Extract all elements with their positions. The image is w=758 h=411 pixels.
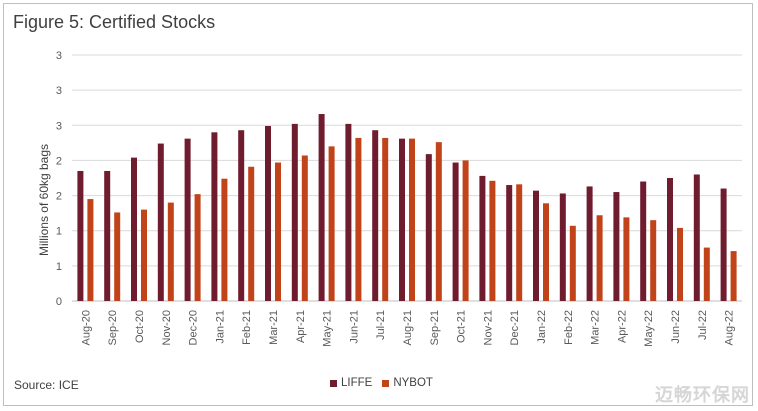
bar-liffe <box>399 138 405 301</box>
bar-liffe <box>452 162 459 301</box>
bar-liffe <box>425 154 432 301</box>
bar-nybot <box>650 220 657 301</box>
source-note: Source: ICE <box>14 378 79 392</box>
bar-liffe <box>372 130 379 301</box>
watermark-logo: 迈畅环保网 <box>655 385 750 405</box>
legend-swatch-liffe <box>330 379 337 387</box>
x-tick-label: Aug-22 <box>724 310 736 345</box>
bar-liffe <box>693 174 700 301</box>
bar-nybot <box>623 217 630 301</box>
y-tick-label: 1 <box>56 226 62 238</box>
bar-nybot <box>543 203 549 301</box>
x-tick-label: Jan-21 <box>214 310 226 344</box>
bar-nybot <box>301 155 308 301</box>
x-tick-label: Oct-20 <box>134 310 146 343</box>
bar-nybot <box>677 227 683 301</box>
bar-liffe <box>131 157 137 301</box>
y-tick-label: 1 <box>56 261 62 273</box>
legend-label-nybot: NYBOT <box>393 377 433 389</box>
x-tick-label: Apr-22 <box>616 310 628 343</box>
legend-item-nybot: NYBOT <box>382 377 433 389</box>
bar-liffe <box>345 123 352 301</box>
bar-liffe <box>506 185 513 301</box>
x-tick-label: Sep-20 <box>107 310 119 345</box>
bar-liffe <box>291 123 298 301</box>
bar-liffe <box>184 138 191 301</box>
x-tick-label: Aug-21 <box>402 310 414 345</box>
bar-nybot <box>275 162 281 301</box>
x-tick-label: Jul-22 <box>697 310 709 340</box>
bar-liffe <box>318 114 325 301</box>
x-tick-label: Feb-22 <box>563 310 575 345</box>
bar-nybot <box>87 199 94 301</box>
y-tick-label: 2 <box>56 191 62 203</box>
chart-legend: LIFFE NYBOT <box>330 377 433 389</box>
x-tick-label: Mar-22 <box>590 310 602 345</box>
x-tick-label: Apr-21 <box>295 310 307 343</box>
bar-nybot <box>221 178 228 301</box>
bar-nybot <box>516 184 523 301</box>
bar-liffe <box>104 170 111 301</box>
bar-nybot <box>462 160 469 301</box>
legend-label-liffe: LIFFE <box>341 377 373 389</box>
bar-liffe <box>559 193 566 301</box>
x-tick-label: Sep-21 <box>429 310 441 345</box>
bar-liffe <box>533 190 539 301</box>
x-tick-label: Nov-21 <box>482 310 494 345</box>
x-tick-label: Jan-22 <box>536 310 548 344</box>
y-axis-label: Millions of 60kg bags <box>37 144 51 256</box>
bar-nybot <box>355 137 362 301</box>
bar-nybot <box>167 202 174 301</box>
x-tick-label: May-22 <box>643 310 655 347</box>
x-tick-label: Jun-22 <box>670 310 682 344</box>
bar-liffe <box>77 170 84 301</box>
x-tick-label: Dec-20 <box>188 310 200 345</box>
chart-title: Figure 5: Certified Stocks <box>13 12 216 32</box>
bar-nybot <box>194 194 201 301</box>
y-tick-label: 3 <box>56 50 62 62</box>
x-tick-label: Dec-21 <box>509 310 521 345</box>
bar-nybot <box>435 142 442 301</box>
bar-nybot <box>596 215 603 301</box>
x-tick-label: Jul-21 <box>375 310 387 340</box>
bar-liffe <box>265 125 271 301</box>
legend-item-liffe: LIFFE <box>330 377 372 389</box>
bar-nybot <box>114 212 121 301</box>
x-tick-label: Nov-20 <box>161 310 173 345</box>
x-tick-label: Feb-21 <box>241 310 253 345</box>
y-tick-label: 3 <box>56 85 62 97</box>
bar-nybot <box>569 225 576 301</box>
bar-liffe <box>238 130 245 301</box>
bar-liffe <box>720 188 727 301</box>
bar-liffe <box>640 181 647 301</box>
y-tick-label: 3 <box>56 120 62 132</box>
bar-liffe <box>211 132 218 301</box>
y-tick-label: 2 <box>56 155 62 167</box>
x-tick-label: Oct-21 <box>456 310 468 343</box>
x-tick-label: May-21 <box>322 310 334 347</box>
bar-liffe <box>613 192 620 301</box>
bar-liffe <box>667 178 673 301</box>
bar-liffe <box>586 186 593 301</box>
bar-nybot <box>248 166 255 301</box>
x-tick-label: Jun-21 <box>348 310 360 344</box>
bar-nybot <box>730 251 737 301</box>
bar-nybot <box>703 247 710 301</box>
bar-nybot <box>409 138 415 301</box>
bar-nybot <box>489 180 496 301</box>
x-tick-label: Mar-21 <box>268 310 280 345</box>
bar-nybot <box>141 209 147 301</box>
legend-swatch-nybot <box>382 379 390 387</box>
bar-liffe <box>479 175 486 301</box>
bar-liffe <box>157 143 164 301</box>
x-tick-label: Aug-20 <box>80 310 92 345</box>
y-tick-label: 0 <box>56 296 62 308</box>
bar-nybot <box>382 137 389 301</box>
bar-nybot <box>328 146 335 301</box>
